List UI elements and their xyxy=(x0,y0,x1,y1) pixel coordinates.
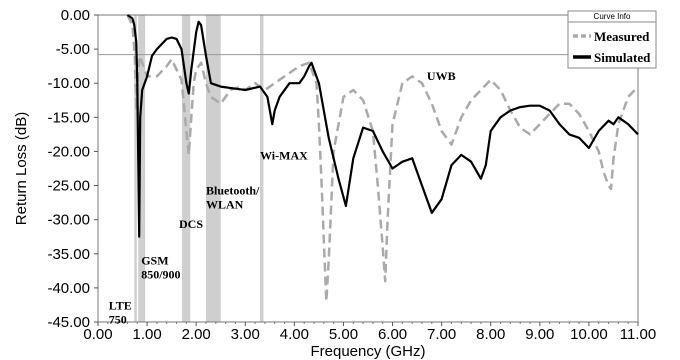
y-tick-label: 0.00 xyxy=(61,7,90,24)
y-tick-label: -20.00 xyxy=(47,143,90,160)
x-tick-label: 8.00 xyxy=(476,326,505,343)
band-label-4: Wi-MAX xyxy=(260,149,308,163)
legend-entries: Measured Simulated xyxy=(573,29,651,65)
band-rect-0 xyxy=(134,15,137,322)
x-axis-ticks: 0.00 1.00 2.00 3.00 4.00 5.00 6.00 7.00 8.00 9.00… xyxy=(83,322,656,343)
y-tick-label: -15.00 xyxy=(47,109,90,126)
x-tick-label: 4.00 xyxy=(280,326,309,343)
band-rect-4 xyxy=(260,15,264,322)
y-axis-title: Return Loss (dB) xyxy=(13,112,30,225)
band-rect-1 xyxy=(138,15,146,322)
series-line-simulated xyxy=(126,14,639,238)
band-rect-3 xyxy=(206,15,221,322)
band-label-5: UWB xyxy=(427,69,456,83)
x-tick-label: 6.00 xyxy=(378,326,407,343)
legend-label-measured: Measured xyxy=(594,29,650,44)
y-tick-label: -35.00 xyxy=(47,246,90,263)
x-tick-label: 5.00 xyxy=(329,326,358,343)
x-tick-label: 2.00 xyxy=(182,326,211,343)
y-tick-label: -10.00 xyxy=(47,75,90,92)
x-tick-label: 3.00 xyxy=(231,326,260,343)
series-line-measured xyxy=(126,14,639,303)
legend-label-simulated: Simulated xyxy=(594,50,651,65)
y-tick-label: -30.00 xyxy=(47,212,90,229)
x-tick-label: 0.00 xyxy=(83,326,112,343)
x-tick-label: 9.00 xyxy=(525,326,554,343)
x-tick-label: 7.00 xyxy=(427,326,456,343)
y-tick-label: -5.00 xyxy=(56,41,90,58)
x-tick-label: 11.00 xyxy=(620,326,656,343)
x-tick-label: 1.00 xyxy=(132,326,161,343)
band-label-0: LTE 750 xyxy=(109,299,132,327)
x-tick-label: 10.00 xyxy=(570,326,608,343)
band-rect-2 xyxy=(181,15,191,322)
legend: Curve Info Measured Simulated xyxy=(567,10,657,69)
legend-header: Curve Info xyxy=(594,12,631,21)
band-label-2: DCS xyxy=(179,217,203,231)
plot-area xyxy=(97,14,639,323)
series-lines xyxy=(126,14,639,303)
y-tick-label: -45.00 xyxy=(47,314,90,331)
band-label-1: GSM 850/900 xyxy=(141,254,180,282)
x-axis-title: Frequency (GHz) xyxy=(310,343,425,360)
y-axis-ticks: 0.00 -5.00 -10.00 -15.00 -20.00 -25.00 -30.00 -… xyxy=(47,7,98,331)
band-label-3: Bluetooth/WLAN xyxy=(206,183,260,211)
y-tick-label: -25.00 xyxy=(47,178,90,195)
y-tick-label: -40.00 xyxy=(47,280,90,297)
